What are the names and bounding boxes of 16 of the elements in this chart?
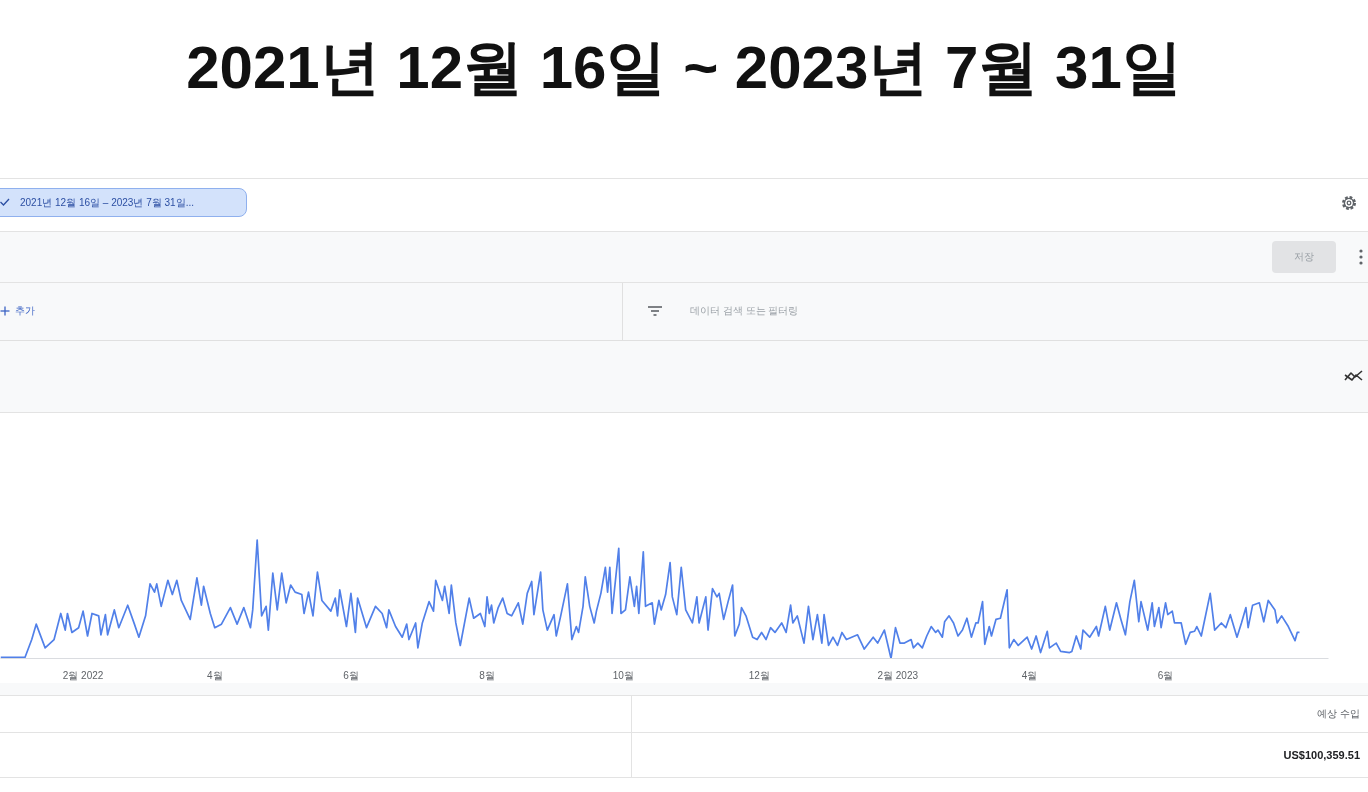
chart-title: 2021년 12월 16일 ~ 2023년 7월 31일 [185, 33, 1183, 103]
x-tick-label: 2월 2022 [62, 669, 104, 681]
text: 추가 [15, 304, 35, 318]
x-tick-label: 12월 [748, 669, 770, 681]
x-tick-label: 6월 [343, 669, 359, 681]
text: US$100,359.51 [1283, 748, 1360, 763]
x-tick-label: 4월 [206, 669, 223, 681]
x-tick-label: 10월 [612, 669, 634, 681]
text: 데이터 검색 또는 필터링 [690, 304, 799, 318]
text: 2021년 12월 16일 – 2023년 7월 31일... [20, 196, 194, 210]
x-tick-label: 6월 [1157, 669, 1174, 681]
x-tick-label: 8월 [479, 669, 495, 681]
text: 예상 수입 [1317, 707, 1360, 721]
text: 저장 [1272, 241, 1336, 273]
x-tick-label: 2월 2023 [877, 669, 919, 681]
x-tick-label: 4월 [1021, 669, 1038, 681]
